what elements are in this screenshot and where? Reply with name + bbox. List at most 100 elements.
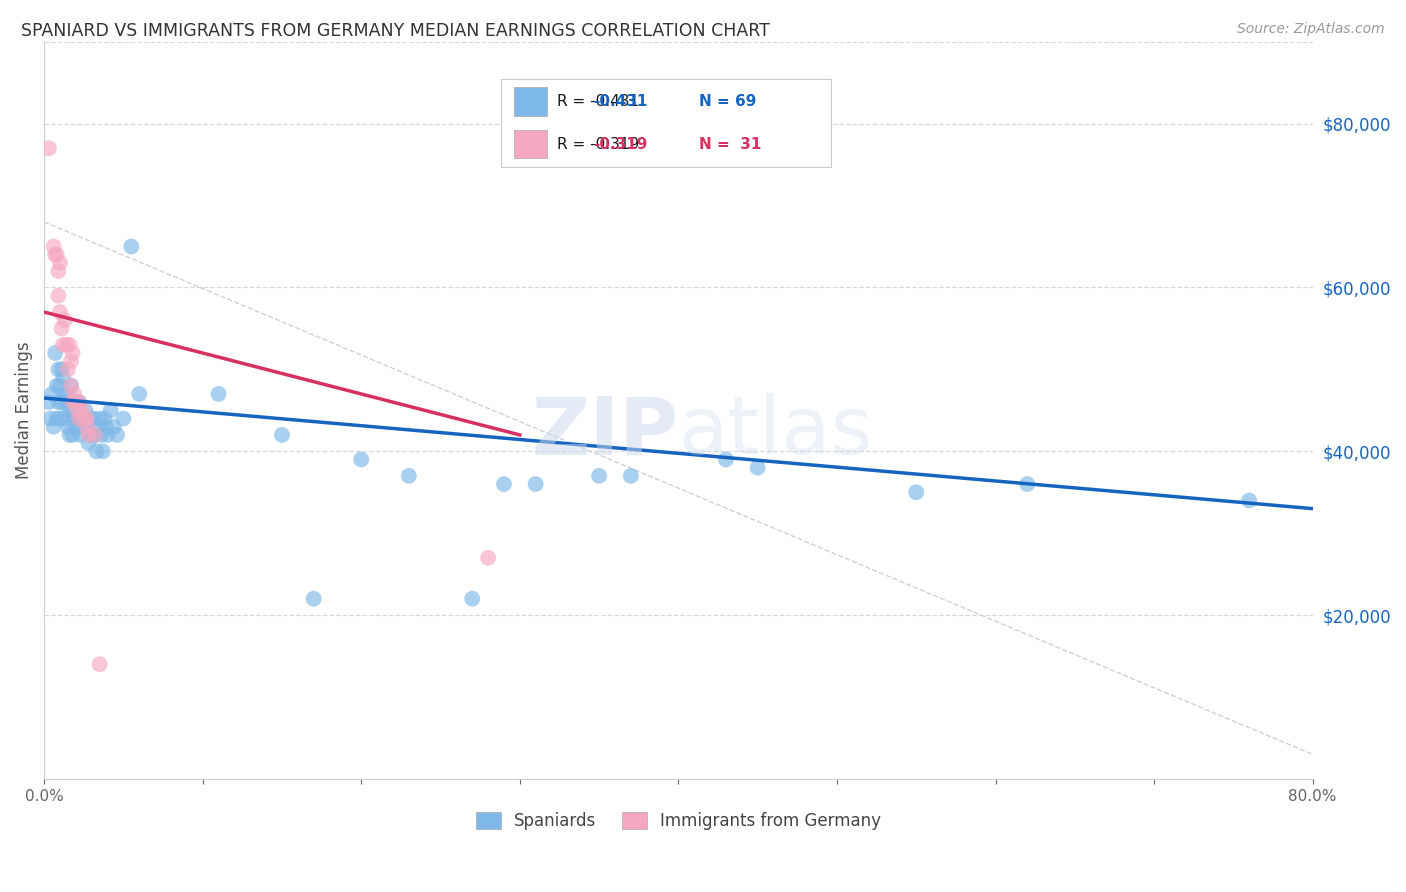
Point xyxy=(207,387,229,401)
Point xyxy=(477,550,499,565)
Point xyxy=(105,428,128,442)
Point xyxy=(87,419,110,434)
Point xyxy=(38,141,60,155)
Point xyxy=(94,419,117,434)
Point xyxy=(86,444,108,458)
Point xyxy=(76,419,98,434)
Point xyxy=(93,411,115,425)
Point xyxy=(112,411,135,425)
Point xyxy=(69,428,91,442)
Point xyxy=(66,411,89,425)
Point xyxy=(65,395,87,409)
Point xyxy=(1017,477,1039,491)
Point xyxy=(76,419,98,434)
Point xyxy=(48,362,70,376)
Point xyxy=(77,428,100,442)
Point xyxy=(89,657,111,672)
Point xyxy=(714,452,737,467)
Point xyxy=(62,403,84,417)
Point xyxy=(89,411,111,425)
Point xyxy=(302,591,325,606)
Point xyxy=(588,468,610,483)
Point xyxy=(91,444,114,458)
Point xyxy=(38,395,60,409)
Point xyxy=(63,387,86,401)
Point xyxy=(66,403,89,417)
Point xyxy=(48,395,70,409)
Point xyxy=(76,411,98,425)
Point xyxy=(60,354,83,368)
Point xyxy=(70,411,93,425)
Y-axis label: Median Earnings: Median Earnings xyxy=(15,342,32,479)
Point xyxy=(103,419,125,434)
Point xyxy=(56,362,79,376)
Point xyxy=(461,591,484,606)
Point xyxy=(58,428,80,442)
Point xyxy=(120,239,142,253)
Point xyxy=(52,338,75,352)
Point xyxy=(41,387,63,401)
Point xyxy=(620,468,643,483)
Point xyxy=(53,411,76,425)
Point xyxy=(65,419,87,434)
Point xyxy=(49,305,72,319)
Point xyxy=(62,395,84,409)
Point xyxy=(56,387,79,401)
Point xyxy=(83,428,105,442)
Point xyxy=(55,338,77,352)
Point xyxy=(48,288,70,302)
Point xyxy=(62,346,84,360)
Point xyxy=(53,387,76,401)
Point xyxy=(79,411,101,425)
Point xyxy=(905,485,928,500)
Point xyxy=(58,338,80,352)
Point xyxy=(90,428,112,442)
Point xyxy=(51,362,73,376)
Point xyxy=(58,403,80,417)
Point xyxy=(83,428,105,442)
Point xyxy=(67,395,90,409)
Point xyxy=(49,378,72,392)
Point xyxy=(42,419,65,434)
Point xyxy=(96,428,118,442)
Point xyxy=(49,411,72,425)
Point xyxy=(67,411,90,425)
Point xyxy=(45,248,67,262)
Text: Source: ZipAtlas.com: Source: ZipAtlas.com xyxy=(1237,22,1385,37)
Text: SPANIARD VS IMMIGRANTS FROM GERMANY MEDIAN EARNINGS CORRELATION CHART: SPANIARD VS IMMIGRANTS FROM GERMANY MEDI… xyxy=(21,22,770,40)
Text: atlas: atlas xyxy=(678,393,873,472)
Point xyxy=(128,387,150,401)
Point xyxy=(45,411,67,425)
Point xyxy=(49,256,72,270)
Point xyxy=(45,378,67,392)
Point xyxy=(51,321,73,335)
Point xyxy=(100,403,122,417)
Point xyxy=(492,477,515,491)
Point xyxy=(67,395,90,409)
Point xyxy=(69,411,91,425)
Point xyxy=(44,346,66,360)
Point xyxy=(48,264,70,278)
Point xyxy=(42,239,65,253)
Point xyxy=(62,428,84,442)
Point xyxy=(524,477,547,491)
Point xyxy=(70,403,93,417)
Point xyxy=(60,378,83,392)
Point xyxy=(75,403,97,417)
Point xyxy=(80,428,103,442)
Point xyxy=(398,468,420,483)
Point xyxy=(51,395,73,409)
Point xyxy=(77,436,100,450)
Point xyxy=(350,452,373,467)
Point xyxy=(65,395,87,409)
Point xyxy=(56,419,79,434)
Point xyxy=(53,313,76,327)
Point xyxy=(73,411,96,425)
Point xyxy=(747,460,769,475)
Point xyxy=(60,378,83,392)
Point xyxy=(1237,493,1260,508)
Point xyxy=(271,428,294,442)
Point xyxy=(73,419,96,434)
Point xyxy=(55,395,77,409)
Point xyxy=(82,411,104,425)
